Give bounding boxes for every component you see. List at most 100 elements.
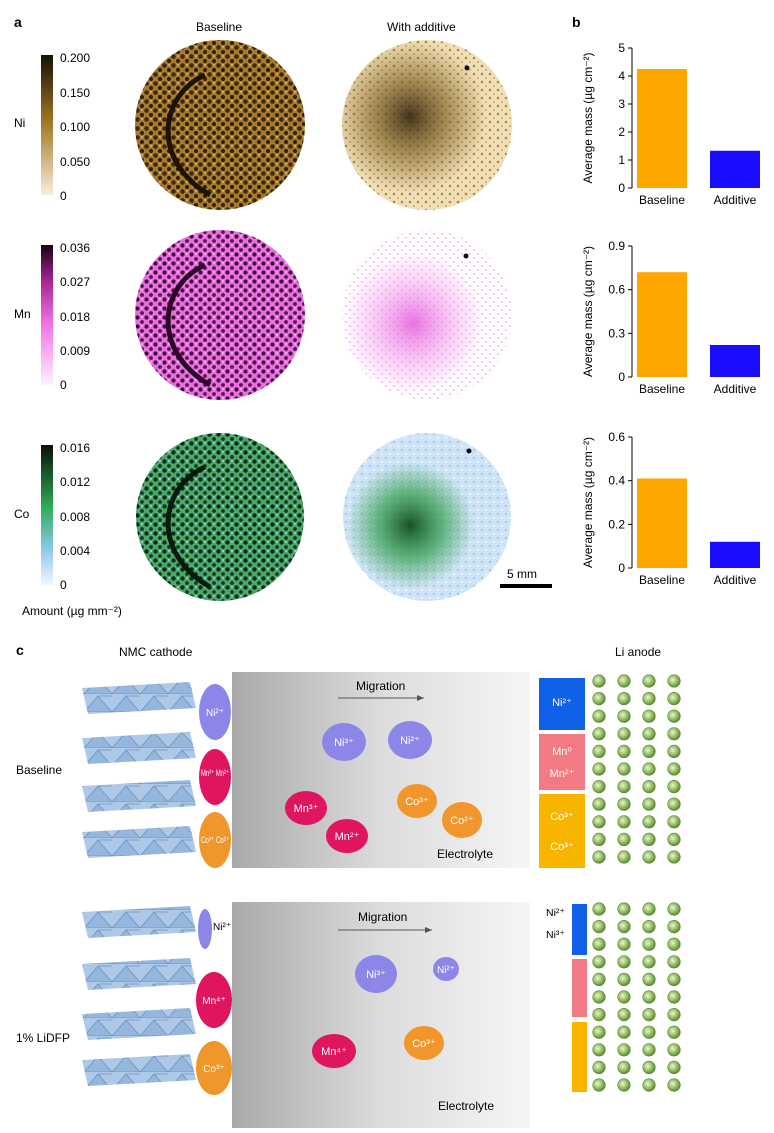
li-atom: [667, 1025, 681, 1039]
additive-ion-mn4-label: Mn⁴⁺: [321, 1046, 347, 1058]
additive-migration-label: Migration: [358, 910, 407, 924]
li-atom: [642, 1078, 656, 1092]
additive-ion-co3: [404, 1026, 444, 1060]
li-atom: [642, 832, 656, 846]
baseline-anode-co-deposit: [539, 794, 585, 868]
li-atom: [592, 937, 606, 951]
baseline-ion-ni3: [322, 723, 366, 761]
li-atom: [642, 920, 656, 934]
additive-ion-ni2-label: Ni²⁺: [437, 965, 455, 976]
li-atom: [617, 674, 631, 688]
li-atom: [592, 744, 606, 758]
mn-row-label: Mn: [14, 307, 31, 321]
li-atom: [592, 972, 606, 987]
li-atom: [592, 1025, 606, 1039]
li-atom: [617, 727, 631, 741]
cathode-label: NMC cathode: [119, 645, 193, 659]
li-atom: [617, 744, 631, 758]
ni-y-axis-label: Average mass (µg cm⁻²): [581, 52, 595, 183]
co-ytick-label: 0.6: [608, 430, 625, 444]
additive-ion-ni3-label: Ni³⁺: [366, 969, 386, 981]
li-atom: [642, 902, 656, 916]
additive-row-label: 1% LiDFP: [16, 1031, 70, 1045]
baseline-cathode-ni-label: Ni²⁺: [206, 708, 224, 719]
li-atom: [592, 920, 606, 934]
additive-ion-ni2: [433, 957, 459, 981]
li-atom: [642, 709, 656, 723]
additive-li-anode-atoms: [592, 902, 681, 1092]
co-additive-hotspot: [343, 433, 511, 601]
li-atom: [617, 1043, 631, 1057]
li-atom: [667, 990, 681, 1004]
ni-bar-baseline: [637, 69, 687, 188]
mn-colorbar: [41, 245, 53, 385]
baseline-cathode-ni-ion: [199, 684, 231, 740]
li-atom: [642, 955, 656, 969]
li-atom: [617, 762, 631, 776]
ni-tick: 0: [60, 189, 67, 203]
co-tick: 0.008: [60, 510, 90, 524]
li-atom: [592, 990, 606, 1004]
li-atom: [617, 691, 631, 706]
li-atom: [592, 780, 606, 794]
li-atom: [642, 972, 656, 987]
li-atom: [617, 902, 631, 916]
li-atom: [592, 832, 606, 846]
additive-anode-co-deposit: [572, 1022, 587, 1092]
ni-tick: 0.100: [60, 120, 90, 134]
li-atom: [592, 1043, 606, 1057]
baseline-ion-co3: [397, 784, 437, 818]
ni-ytick-label: 5: [618, 41, 625, 55]
li-atom: [592, 709, 606, 723]
li-atom: [642, 850, 656, 864]
li-atom: [617, 780, 631, 794]
li-atom: [642, 1008, 656, 1022]
ni-category-label: Baseline: [639, 193, 685, 207]
li-atom: [617, 832, 631, 846]
li-atom: [667, 674, 681, 688]
ni-category-label: Additive: [714, 193, 757, 207]
li-atom: [617, 1008, 631, 1022]
li-atom: [667, 1060, 681, 1075]
co-ytick-label: 0.4: [608, 474, 625, 488]
panel-b-letter: b: [572, 14, 581, 30]
baseline-ion-mn3-label: Mn³⁺: [294, 803, 319, 815]
li-atom: [667, 850, 681, 864]
co-ytick-label: 0.2: [608, 517, 625, 531]
ni-baseline-map: [135, 40, 305, 210]
additive-ion-co3-label: Co³⁺: [412, 1038, 436, 1050]
baseline-li-anode-atoms: [592, 674, 681, 864]
mn-tick: 0.027: [60, 275, 90, 289]
baseline-ion-mn2: [326, 819, 368, 853]
co-tick: 0.012: [60, 475, 90, 489]
li-atom: [592, 902, 606, 916]
baseline-anode-mn2-label: Mn²⁺: [550, 768, 575, 780]
additive-cathode-lattice: [82, 906, 196, 1086]
ni-tick: 0.200: [60, 51, 90, 65]
baseline-cathode-co-ion: [199, 812, 231, 868]
ni-ytick-label: 1: [618, 153, 625, 167]
li-atom: [642, 815, 656, 829]
li-atom: [667, 902, 681, 916]
li-atom: [642, 1025, 656, 1039]
li-atom: [617, 990, 631, 1004]
panel-c-letter: c: [16, 642, 24, 658]
li-atom: [642, 691, 656, 706]
anode-label: Li anode: [615, 645, 661, 659]
li-atom: [617, 1078, 631, 1092]
mn-tick: 0.036: [60, 241, 90, 255]
mn-y-axis-label: Average mass (µg cm⁻²): [581, 246, 595, 377]
li-atom: [642, 780, 656, 794]
baseline-row-label: Baseline: [16, 763, 62, 777]
mn-category-label: Baseline: [639, 382, 685, 396]
baseline-anode-co-label-1: Co³⁺: [550, 811, 574, 823]
ni-colorbar: [41, 55, 53, 195]
baseline-electrolyte-label: Electrolyte: [437, 847, 493, 861]
co-baseline-map: [136, 433, 304, 601]
baseline-ion-ni2: [388, 721, 432, 759]
li-atom: [617, 1025, 631, 1039]
baseline-anode-ni-label: Ni²⁺: [552, 697, 572, 709]
baseline-ion-co2: [442, 802, 482, 838]
mn-tick: 0: [60, 378, 67, 392]
scale-bar-label: 5 mm: [507, 567, 537, 581]
